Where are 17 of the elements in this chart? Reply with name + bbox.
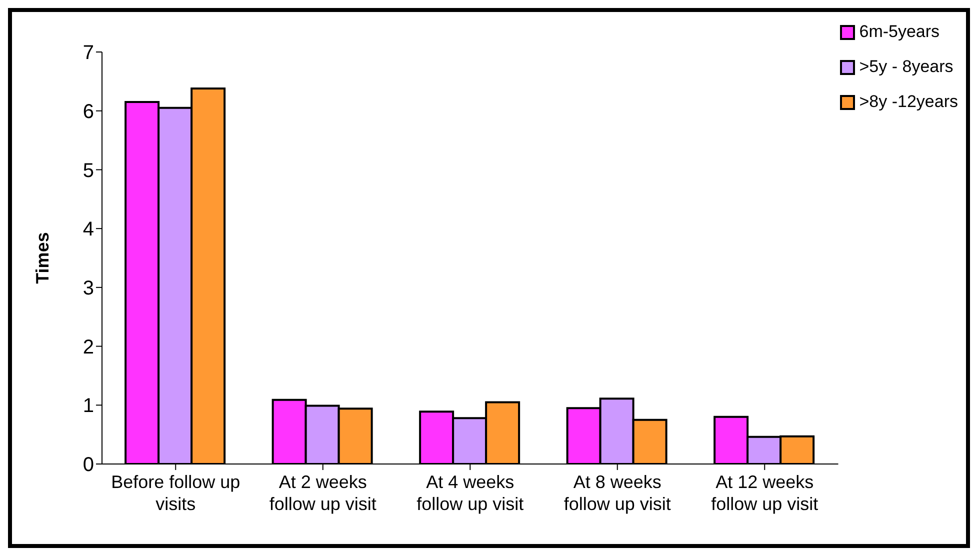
y-tick-label: 6 [82, 100, 94, 123]
y-tick-label: 5 [82, 160, 94, 182]
y-tick-label: 3 [82, 278, 94, 300]
x-tick-label: Before follow up visits [111, 472, 240, 514]
legend-label: >5y - 8years [859, 57, 954, 77]
legend-label: 6m-5years [859, 22, 940, 42]
x-tick-label: At 8 weeks follow up visit [564, 472, 671, 514]
legend-label: >8y -12years [859, 92, 958, 112]
y-tick-label: 4 [82, 218, 94, 241]
y-tick-label: 1 [82, 395, 94, 418]
y-tick-label: 7 [82, 42, 94, 64]
y-tick-label: 2 [82, 336, 94, 358]
y-tick-label: 0 [82, 454, 94, 476]
x-tick-label: At 2 weeks follow up visit [269, 472, 376, 514]
y-axis-title: Times [32, 232, 52, 284]
x-tick-label: At 4 weeks follow up visit [416, 472, 524, 514]
x-tick-label: At 12 weeks follow up visit [711, 472, 818, 514]
